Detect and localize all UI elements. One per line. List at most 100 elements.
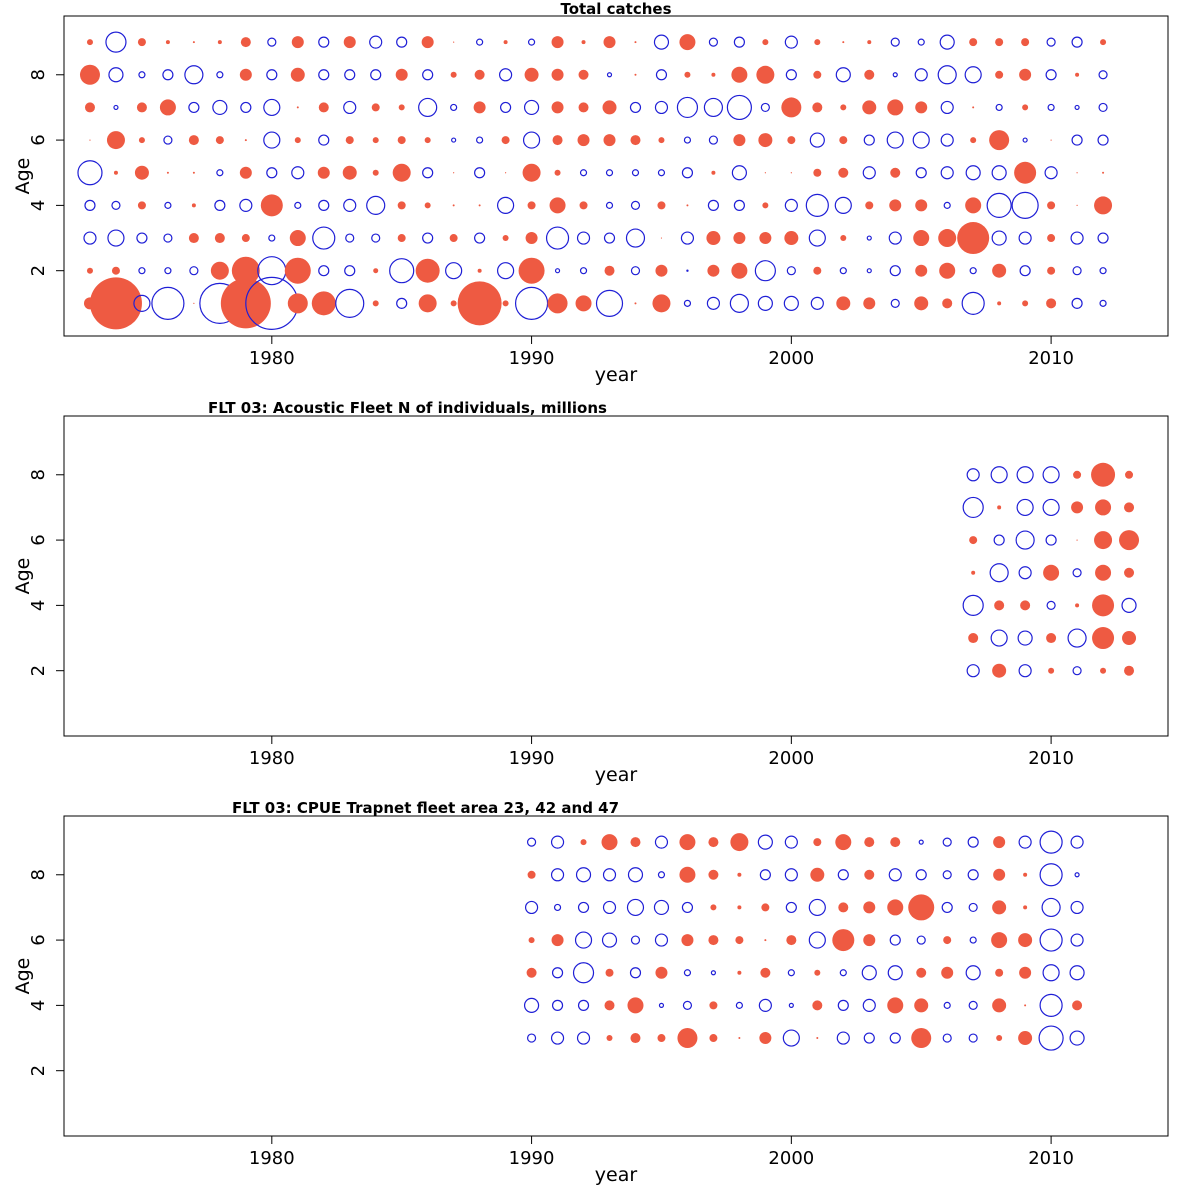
bubble-negative (912, 131, 930, 149)
bubble-positive (832, 929, 855, 952)
x-tick-label: 2000 (768, 748, 814, 769)
bubble-negative (630, 266, 641, 276)
bubble-positive (761, 903, 770, 912)
bubble-negative (1071, 297, 1083, 309)
bubble-positive (970, 137, 977, 144)
x-axis-label: year (595, 1164, 638, 1186)
bubble-positive (503, 40, 508, 45)
bubble-negative (890, 37, 900, 47)
bubble-negative (991, 165, 1007, 181)
bubble-negative (888, 868, 902, 882)
bubble-positive (681, 934, 694, 947)
bubble-negative (968, 1033, 978, 1043)
bubble-positive (1050, 139, 1052, 141)
bubble-negative (863, 134, 875, 146)
bubble-positive (1073, 470, 1082, 479)
bubble-positive (677, 1028, 698, 1049)
bubble-negative (995, 103, 1003, 112)
bubble-positive (449, 234, 458, 243)
bubble-negative (706, 296, 721, 310)
bubble-negative (965, 165, 981, 181)
axis-ticks: 1980 1990 2000 2010 2 4 6 8 (28, 869, 1074, 1169)
bubble-negative (754, 260, 776, 282)
bubble-positive (915, 264, 928, 277)
bubble-positive (812, 102, 823, 113)
y-axis-label: Age (12, 158, 34, 195)
bubble-positive (527, 870, 536, 879)
bubble-negative (658, 1002, 665, 1008)
bubble-negative (318, 69, 330, 81)
bubble-negative (257, 256, 287, 286)
bubble-positive (1071, 501, 1084, 514)
bubble-negative (680, 231, 695, 245)
bubble-negative (1042, 466, 1060, 484)
bubble-positive (634, 41, 637, 44)
bubble-positive (134, 165, 149, 180)
bubble-positive (1095, 499, 1112, 516)
bubble-positive (547, 293, 568, 314)
bubble-negative (942, 837, 952, 847)
plot-frame (63, 815, 1169, 1137)
bubble-positive (551, 101, 564, 114)
bubble-positive (231, 256, 260, 285)
bubble-positive (1023, 872, 1028, 877)
bubble-positive (914, 296, 929, 311)
bubble-negative (497, 196, 515, 214)
y-tick-label: 2 (28, 1065, 49, 1076)
bubble-positive (887, 99, 904, 116)
bubble-negative (602, 900, 617, 915)
bubble-negative (344, 69, 356, 81)
bubble-negative (1019, 265, 1031, 277)
x-tick-label: 2000 (768, 1148, 814, 1169)
bubble-negative (808, 898, 826, 917)
bubble-positive (992, 663, 1007, 678)
bubble-negative (1097, 134, 1109, 146)
bubble-negative (522, 131, 541, 149)
bubble-negative (681, 901, 694, 914)
bubble-positive (735, 936, 744, 945)
bubble-positive (502, 300, 509, 307)
bubble-negative (523, 99, 540, 116)
bubble-negative (915, 167, 927, 179)
bubble-positive (528, 937, 535, 944)
bubble-negative (1072, 666, 1082, 676)
bubble-positive (603, 36, 616, 49)
bubble-positive (241, 234, 250, 243)
bubble-negative (523, 997, 540, 1013)
bubble-positive (862, 100, 877, 115)
bubble-negative (1011, 191, 1039, 219)
bubble-positive (733, 232, 746, 245)
bubble-positive (737, 872, 742, 877)
bubble-positive (708, 837, 719, 848)
bubble-positive (502, 235, 509, 242)
bubble-negative (886, 131, 904, 149)
bubble-negative (683, 299, 692, 307)
bubble-negative (1070, 835, 1084, 849)
bubble-negative (550, 868, 565, 882)
bubble-negative (785, 69, 797, 81)
panel-title: FLT 03: Acoustic Fleet N of individuals,… (208, 399, 607, 417)
plot-frame (63, 415, 1169, 737)
bubble-positive (1076, 172, 1078, 174)
bubble-negative (707, 199, 720, 211)
bubble-positive (244, 139, 247, 142)
bubble-positive (864, 869, 875, 880)
bubble-positive (784, 231, 799, 246)
bubble-positive (604, 265, 615, 276)
bubble-positive (938, 229, 957, 248)
bubble-negative (784, 198, 798, 212)
bubble-negative (318, 36, 330, 48)
bubble-negative (527, 38, 536, 46)
bubble-negative (84, 199, 96, 211)
bubble-positive (192, 41, 195, 44)
bubble-negative (918, 839, 924, 845)
bubble-positive (1046, 298, 1057, 309)
bubble-negative (657, 169, 666, 177)
bubble-positive (1019, 68, 1032, 81)
bubble-positive (657, 1034, 666, 1043)
bubble-negative (890, 298, 900, 308)
bubble-negative (757, 834, 773, 850)
bubble-positive (1047, 201, 1056, 210)
bubble-positive (527, 201, 536, 210)
bubble-positive (731, 66, 748, 83)
